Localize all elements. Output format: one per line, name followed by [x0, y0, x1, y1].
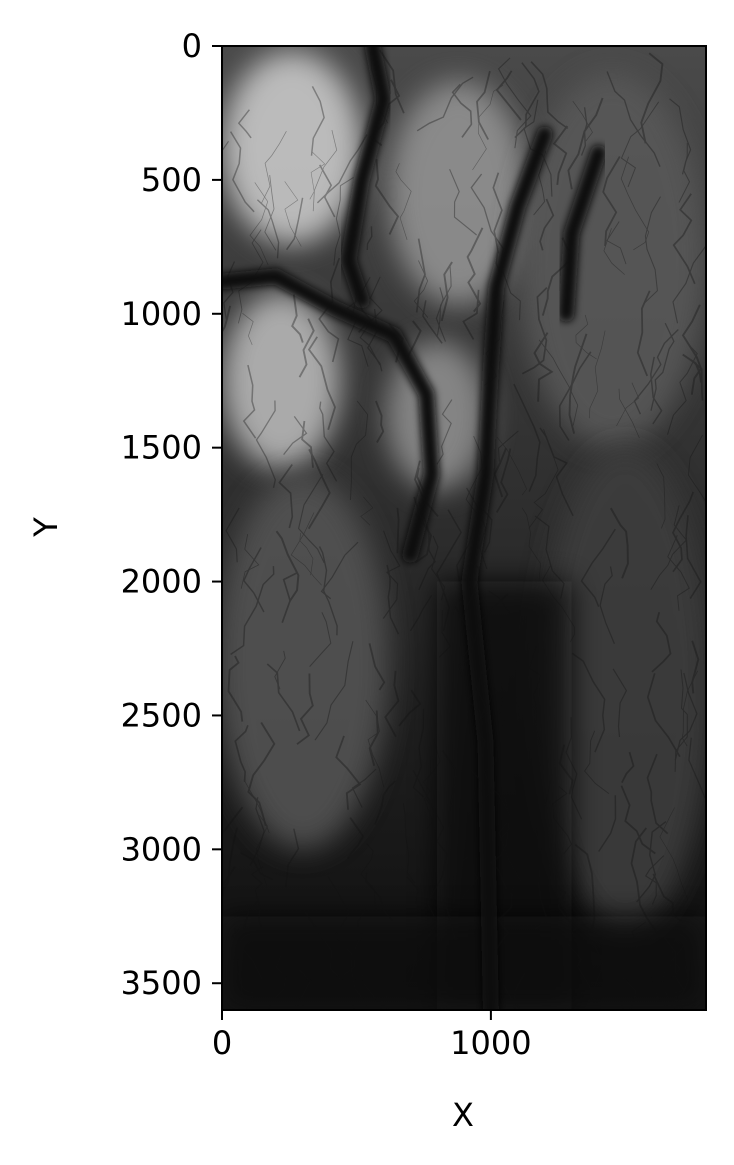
y-tick-label: 2500 [121, 696, 202, 734]
x-axis-ticks: 0 1000 [212, 1010, 532, 1062]
heatmap-region-plateau-n [388, 80, 529, 306]
heatmap-texture [222, 49, 706, 1010]
heatmap-dark-bottom [222, 916, 706, 1010]
y-tick-label: 3000 [121, 830, 202, 868]
plot-frame [221, 45, 707, 1011]
y-tick-label: 3500 [121, 964, 202, 1002]
heatmap-channel-river-west [222, 268, 440, 563]
heatmap-region-plateau-w [222, 292, 341, 470]
y-tick-label: 1500 [121, 429, 202, 467]
x-tick-label: 1000 [450, 1024, 531, 1062]
y-tick-label: 2000 [121, 563, 202, 601]
y-axis-ticks: 0 500 1000 1500 2000 2500 3000 3500 [121, 27, 222, 1002]
heatmap-channel-river-upper [340, 46, 392, 309]
heatmap-region-slope-w [222, 474, 389, 850]
heatmap-image [222, 46, 706, 1010]
y-tick-label: 500 [141, 161, 202, 199]
x-tick-label: 0 [212, 1024, 232, 1062]
x-axis-label: X [452, 1096, 474, 1134]
y-axis-label: Y [27, 517, 65, 538]
axes [221, 45, 707, 1011]
y-tick-label: 0 [182, 27, 202, 65]
heatmap-channel-river-east [558, 145, 607, 322]
heatmap-region-plateau-ne [517, 72, 706, 448]
heatmap-region-plateau-nw [222, 51, 362, 245]
y-tick-label: 1000 [121, 295, 202, 333]
heatmap-channel-river-main [461, 126, 553, 1010]
heatmap-region-slope-e [539, 447, 706, 930]
